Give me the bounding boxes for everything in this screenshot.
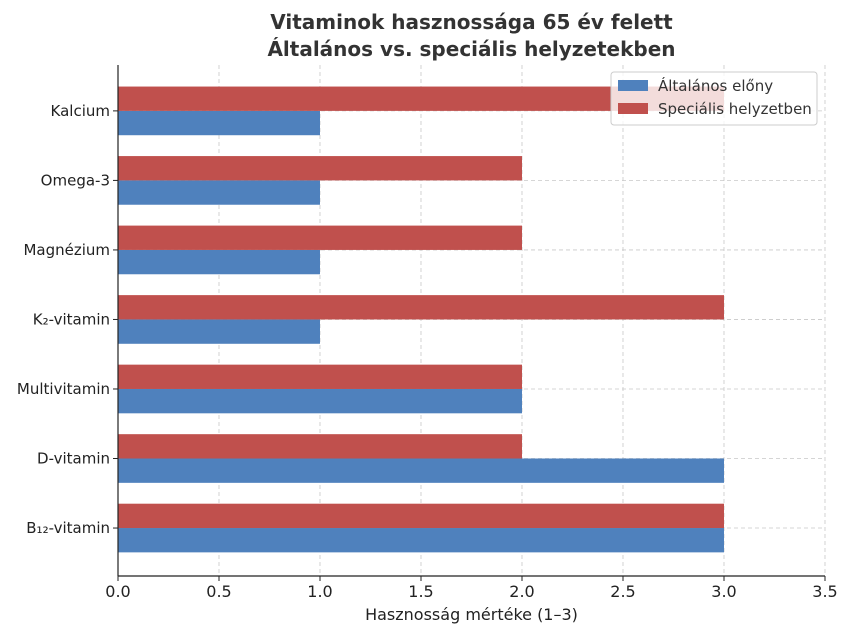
bar-special bbox=[118, 295, 724, 320]
legend bbox=[610, 71, 818, 126]
chart-title: Vitaminok hasznossága 65 év felett bbox=[270, 10, 673, 34]
x-tick-label: 3.0 bbox=[711, 582, 736, 601]
bar-general bbox=[118, 319, 320, 344]
bar-special bbox=[118, 225, 522, 250]
chart-title: Általános vs. speciális helyzetekben bbox=[267, 37, 675, 61]
bar-special bbox=[118, 434, 522, 459]
bar-general bbox=[118, 458, 724, 483]
y-tick-label: Magnézium bbox=[23, 241, 110, 259]
y-tick-label: B₁₂-vitamin bbox=[26, 519, 110, 537]
legend-swatch bbox=[618, 103, 648, 114]
bar-general bbox=[118, 528, 724, 553]
bar-general bbox=[118, 180, 320, 205]
x-tick-label: 2.5 bbox=[610, 582, 635, 601]
bar-general bbox=[118, 110, 320, 136]
x-tick-label: 1.0 bbox=[307, 582, 332, 601]
y-tick-label: Omega-3 bbox=[41, 171, 110, 189]
y-tick-label: D-vitamin bbox=[37, 450, 110, 468]
x-tick-label: 1.5 bbox=[408, 582, 433, 601]
x-tick-label: 3.5 bbox=[812, 582, 837, 601]
legend-label: Általános előny bbox=[658, 76, 773, 95]
bar-special bbox=[118, 503, 724, 529]
y-tick-label: Kalcium bbox=[51, 102, 110, 120]
x-tick-label: 2.0 bbox=[509, 582, 534, 601]
legend-swatch bbox=[618, 80, 648, 91]
x-tick-label: 0.5 bbox=[206, 582, 231, 601]
bar-special bbox=[118, 364, 522, 389]
x-tick-label: 0.0 bbox=[105, 582, 130, 601]
y-tick-label: Multivitamin bbox=[17, 380, 110, 398]
bar-general bbox=[118, 388, 522, 414]
x-axis-label: Hasznosság mértéke (1–3) bbox=[365, 605, 578, 624]
bar-special bbox=[118, 156, 522, 181]
legend-label: Speciális helyzetben bbox=[658, 100, 812, 118]
y-tick-label: K₂-vitamin bbox=[33, 310, 110, 328]
bar-general bbox=[118, 249, 320, 275]
